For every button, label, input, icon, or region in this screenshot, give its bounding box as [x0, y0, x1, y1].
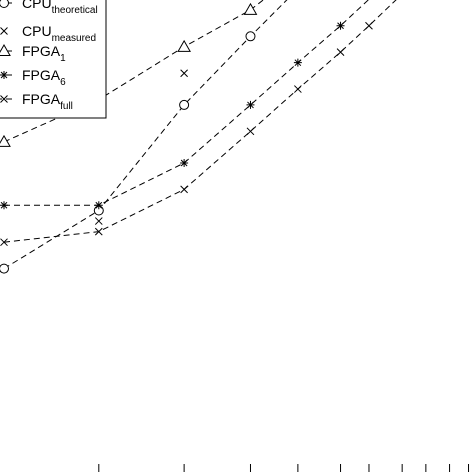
legend-label-sub: 1: [60, 53, 66, 64]
data-point-s3-2-shape: [180, 159, 189, 167]
data-point-s3-5-shape: [336, 21, 345, 30]
data-point-s4-4-shape: [294, 85, 302, 93]
legend: CPUtheoreticalCPUmeasuredFPGA1FPGA6FPGAf…: [0, 0, 107, 119]
data-point-s3-4-shape: [293, 58, 302, 67]
data-point-s1-0: [94, 217, 103, 225]
data-point-s4-0-shape: [0, 238, 8, 247]
legend-marker-shape: [0, 43, 11, 56]
legend-marker-shape: [0, 71, 8, 79]
legend-label: FPGA1: [22, 43, 66, 64]
data-point-s3-3: [246, 100, 255, 109]
legend-label-main: FPGA: [22, 91, 61, 107]
data-point-s0-3-shape: [245, 31, 256, 42]
data-point-s3-2: [180, 159, 189, 167]
legend-item-4: FPGAfull: [0, 91, 73, 112]
legend-item-3: FPGA6: [0, 67, 66, 88]
data-point-s2-0: [0, 134, 11, 147]
legend-label-main: FPGA: [22, 43, 61, 59]
data-point-s3-1-shape: [94, 201, 103, 210]
legend-label-main: FPGA: [22, 67, 61, 83]
series-lines: [3, 0, 397, 270]
legend-marker: [0, 71, 8, 79]
data-point-s4-3: [246, 127, 255, 136]
legend-label-sub: theoretical: [52, 5, 98, 16]
legend-label-main: CPU: [22, 0, 52, 11]
data-point-s3-5: [336, 21, 345, 30]
legend-items: CPUtheoreticalCPUmeasuredFPGA1FPGA6FPGAf…: [0, 0, 98, 112]
data-point-s0-2-shape: [179, 99, 190, 110]
data-point-s4-1: [94, 227, 103, 236]
data-point-s3-3-shape: [246, 100, 255, 109]
data-point-s4-5: [336, 48, 345, 56]
data-point-s3-0: [0, 201, 8, 210]
legend-label: FPGAfull: [22, 91, 73, 112]
x-axis: [98, 464, 470, 472]
legend-item-2: FPGA1: [0, 43, 66, 64]
data-point-s1-1-shape: [180, 69, 188, 78]
data-point-s2-0-shape: [0, 134, 11, 147]
data-point-s4-5-shape: [336, 48, 345, 56]
data-point-s4-1-shape: [94, 227, 103, 236]
data-point-s4-6-shape: [365, 21, 373, 30]
data-point-s2-3: [243, 2, 258, 15]
data-point-s4-4: [294, 85, 302, 93]
legend-item-1: CPUmeasured: [0, 23, 96, 44]
legend-marker: [0, 95, 8, 103]
legend-label-sub: measured: [52, 33, 96, 44]
data-point-s0-3: [245, 31, 256, 42]
data-point-s0-0-shape: [0, 263, 9, 274]
data-point-s1-0-shape: [94, 217, 103, 225]
legend-label-main: CPU: [22, 23, 52, 39]
legend-marker: [0, 0, 9, 8]
legend-marker-shape: [0, 0, 9, 8]
legend-label: FPGA6: [22, 67, 66, 88]
data-point-s3-0-shape: [0, 201, 8, 210]
legend-label: CPUmeasured: [22, 23, 96, 44]
legend-marker-shape: [0, 27, 8, 35]
data-point-s4-3-shape: [246, 127, 255, 136]
legend-marker: [0, 43, 11, 56]
data-point-s3-4: [293, 58, 302, 67]
series-line-2: [3, 0, 264, 143]
data-point-s2-3-shape: [243, 2, 258, 15]
legend-label-sub: 6: [60, 77, 66, 88]
data-point-s1-1: [180, 69, 188, 78]
legend-marker-shape: [0, 95, 8, 103]
data-point-s3-1: [94, 201, 103, 210]
data-point-s0-2: [179, 99, 190, 110]
legend-label-sub: full: [60, 101, 73, 112]
legend-marker: [0, 27, 8, 35]
data-point-s4-2-shape: [180, 185, 188, 194]
legend-box: [0, 0, 107, 119]
data-point-s2-2-shape: [177, 39, 191, 52]
data-point-s4-0: [0, 238, 8, 247]
data-point-s2-2: [177, 39, 191, 52]
legend-label: CPUtheoretical: [22, 0, 98, 16]
data-point-s4-2: [180, 185, 188, 194]
data-point-s4-6: [365, 21, 373, 30]
data-point-s0-0: [0, 263, 9, 274]
legend-item-0: CPUtheoretical: [0, 0, 98, 16]
